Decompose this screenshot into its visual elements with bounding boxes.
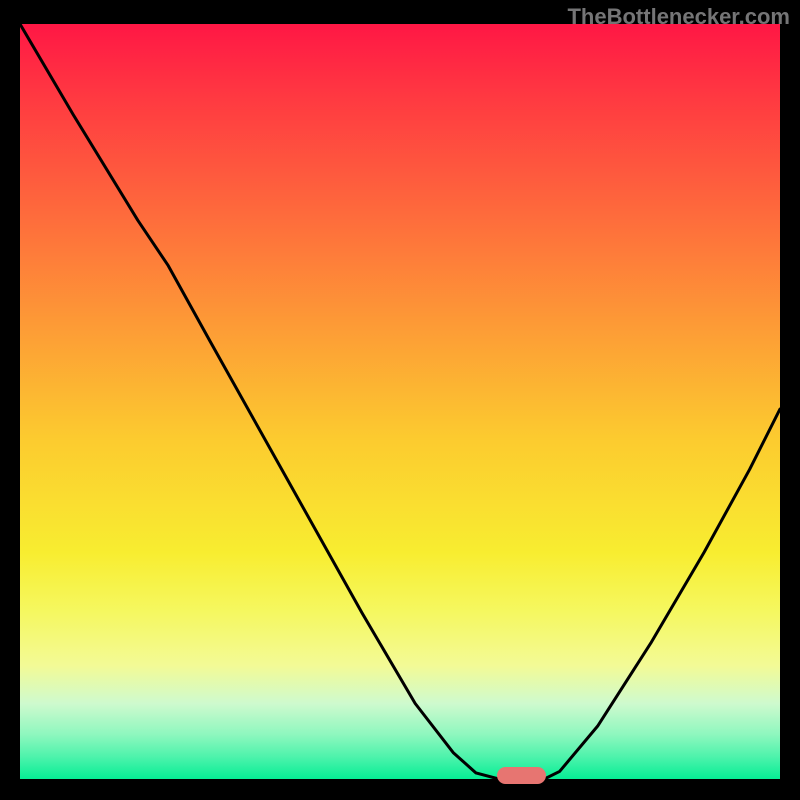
watermark-text: TheBottlenecker.com (567, 4, 790, 30)
bottleneck-curve (20, 24, 780, 779)
chart-container: TheBottlenecker.com (0, 0, 800, 800)
valley-marker (497, 767, 546, 784)
plot-area (20, 24, 780, 779)
